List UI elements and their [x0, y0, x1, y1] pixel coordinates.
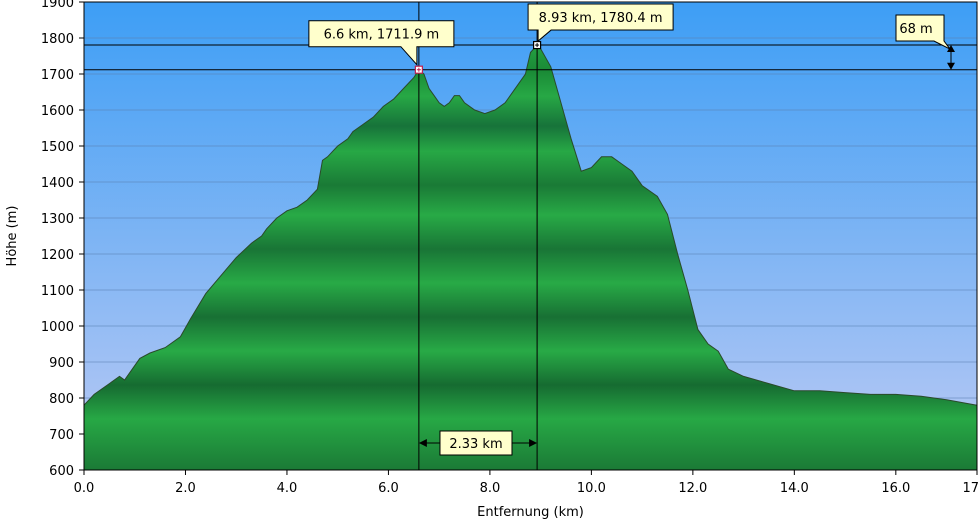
y-tick-label: 600: [49, 464, 74, 479]
x-axis-title: Entfernung (km): [477, 505, 584, 520]
axis-frame: [83, 1, 978, 471]
x-tick-label: 6.0: [378, 481, 399, 496]
x-tick-label: 2.0: [175, 481, 196, 496]
y-axis: 600 700 800 900 1000 1100 1200 1300 1400 1500 1600…: [41, 0, 84, 479]
y-tick-label: 1400: [41, 176, 74, 191]
x-tick-label: 8.0: [480, 481, 501, 496]
y-tick-label: 1000: [41, 320, 74, 335]
y-tick-label: 1100: [41, 284, 74, 299]
x-tick-label: 0.0: [74, 481, 95, 496]
x-tick-label: 17.6: [963, 481, 979, 496]
peak-callout-1: 6.6 km, 1711.9 m: [308, 20, 455, 67]
x-tick-label: 14.0: [780, 481, 809, 496]
y-tick-label: 900: [49, 356, 74, 371]
height-difference-label: 68 m: [899, 22, 932, 37]
x-axis: 0.0 2.0 4.0 6.0 8.0 10.0 12.0 14.0 16.0 17.6: [74, 470, 979, 496]
y-tick-label: 1200: [41, 248, 74, 263]
x-tick-label: 12.0: [678, 481, 707, 496]
y-tick-label: 1900: [41, 0, 74, 11]
x-tick-label: 16.0: [881, 481, 910, 496]
y-tick-label: 700: [49, 428, 74, 443]
peak-callout-2-label: 8.93 km, 1780.4 m: [539, 11, 663, 26]
x-tick-label: 4.0: [277, 481, 298, 496]
peak-markers: [414, 40, 542, 74]
peak-marker-1: [414, 65, 423, 74]
distance-label: 2.33 km: [449, 437, 502, 452]
y-axis-title: Höhe (m): [5, 206, 20, 267]
peak-marker-2: [532, 40, 542, 50]
elevation-line: [83, 44, 978, 406]
distance-annotation: 2.33 km: [418, 430, 538, 456]
y-tick-label: 1600: [41, 104, 74, 119]
y-tick-label: 1500: [41, 140, 74, 155]
y-tick-label: 1700: [41, 68, 74, 83]
peak-callout-2: 8.93 km, 1780.4 m: [527, 3, 674, 43]
annotations: 6.6 km, 1711.9 m 8.93 km, 1780.4 m 68 m 2.3…: [308, 3, 955, 456]
y-tick-label: 1800: [41, 32, 74, 47]
y-tick-label: 1300: [41, 212, 74, 227]
y-tick-label: 800: [49, 392, 74, 407]
peak-callout-1-label: 6.6 km, 1711.9 m: [324, 28, 440, 43]
elevation-area: [84, 45, 977, 470]
x-tick-label: 10.0: [577, 481, 606, 496]
height-difference-annotation: 68 m: [895, 14, 955, 70]
